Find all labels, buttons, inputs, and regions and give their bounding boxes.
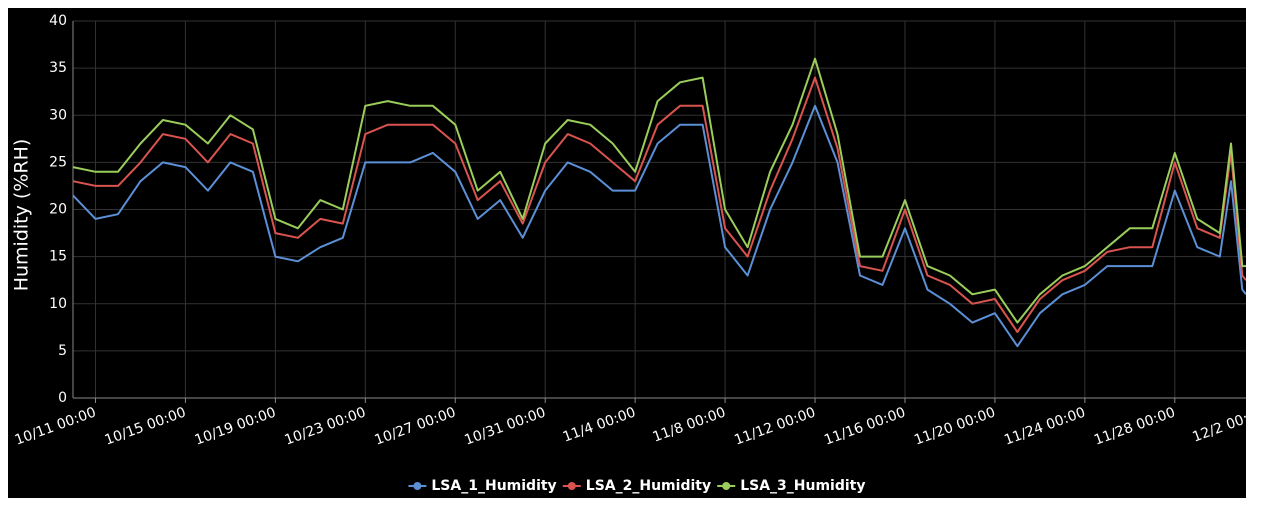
- y-tick-label: 25: [49, 154, 67, 170]
- legend-marker: [567, 482, 576, 490]
- y-tick-label: 30: [49, 107, 67, 123]
- line-series: [72, 76, 1246, 333]
- legend-label: LSA_3_Humidity: [740, 478, 865, 494]
- y-tick-label: 5: [58, 343, 67, 359]
- panel: [8, 8, 1246, 498]
- legend-label: LSA_1_Humidity: [431, 478, 556, 494]
- line-series: [72, 57, 1246, 324]
- legend-marker: [413, 482, 422, 490]
- y-axis-label: Humidity (%RH): [11, 139, 33, 292]
- y-tick-label: 10: [49, 296, 67, 312]
- y-tick-label: 35: [49, 60, 67, 76]
- y-tick-label: 40: [49, 13, 67, 29]
- legend-marker: [722, 482, 731, 490]
- legend-label: LSA_2_Humidity: [586, 478, 711, 494]
- y-tick-label: 20: [49, 202, 67, 218]
- y-tick-label: 0: [58, 390, 67, 406]
- line-series: [72, 104, 1246, 348]
- y-tick-label: 15: [49, 249, 67, 265]
